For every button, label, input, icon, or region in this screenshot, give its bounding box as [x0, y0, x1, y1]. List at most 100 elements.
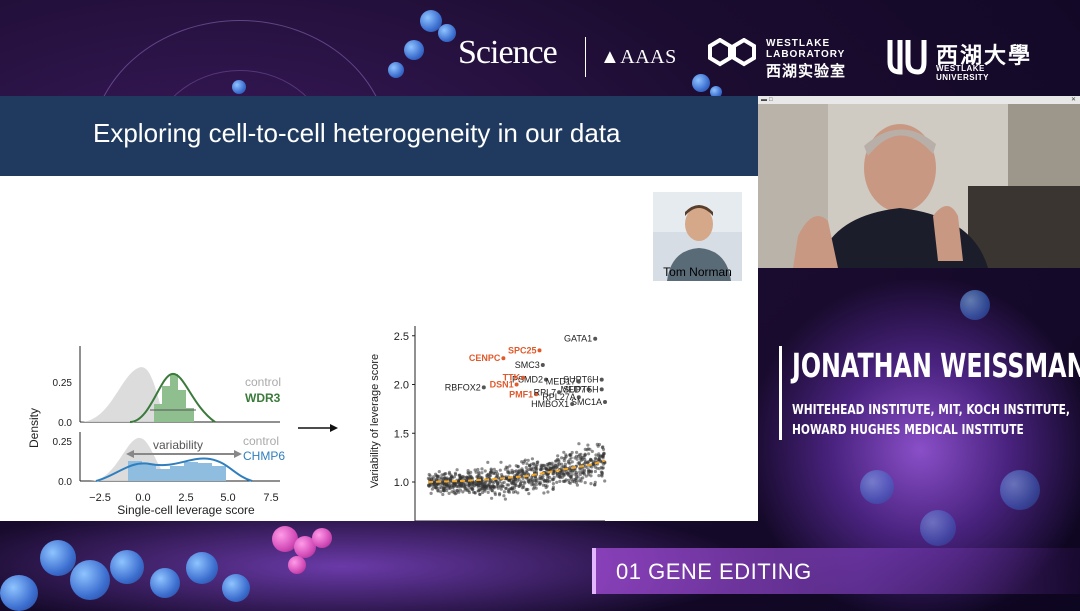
scatter-point — [551, 466, 555, 470]
minimize-icon[interactable]: ▬ — [761, 97, 767, 103]
scatter-point — [480, 476, 484, 480]
scatter-points — [426, 442, 607, 501]
scatter-point — [430, 487, 434, 491]
labeled-point — [557, 390, 562, 395]
scatter-point — [447, 486, 451, 490]
scatter-point — [583, 452, 587, 456]
scatter-point — [600, 466, 605, 470]
density-plot-bottom: variability 0.25 0.0 control CHMP6 −2.5 … — [27, 408, 285, 517]
scatter-point — [600, 473, 604, 477]
scatter-point — [535, 478, 539, 482]
scatter-point — [575, 450, 579, 454]
scatter-point — [516, 464, 520, 468]
speaker-video-feed — [758, 104, 1080, 268]
scatter-point — [496, 484, 500, 488]
scatter-point — [542, 479, 547, 483]
point-label: CENPC — [469, 353, 501, 363]
scatter-point — [516, 491, 520, 495]
westlake-laboratory-logo: WESTLAKE LABORATORY 西湖实验室 — [706, 36, 856, 80]
scatter-point — [449, 473, 453, 477]
scatter-point — [544, 467, 548, 471]
scatter-point — [555, 472, 559, 476]
scatter-point — [476, 467, 480, 472]
scatter-point — [520, 480, 524, 484]
scatter-point — [537, 477, 541, 481]
scatter-point — [480, 471, 484, 475]
scatter-point — [492, 471, 496, 475]
scatter-point — [441, 485, 445, 489]
top-legend-gene: WDR3 — [245, 391, 281, 405]
close-icon[interactable]: ✕ — [1071, 97, 1077, 103]
top-y-tick-1: 0.25 — [53, 378, 73, 389]
scatter-point — [528, 464, 532, 468]
scatter-point — [557, 462, 562, 466]
top-y-tick-0: 0.0 — [58, 418, 72, 429]
scatter-point — [594, 453, 598, 457]
scatter-point — [583, 481, 587, 485]
variability-label: variability — [153, 438, 203, 452]
scatter-point — [518, 468, 522, 472]
scatter-point — [597, 458, 601, 462]
scatter-point — [524, 476, 529, 480]
scatter-point — [458, 475, 463, 479]
scatter-point — [541, 483, 546, 487]
point-label: SMC1A — [571, 397, 602, 407]
scatter-point — [589, 482, 593, 486]
scatter-point — [492, 467, 496, 471]
scatter-point — [562, 456, 566, 460]
scatter-point — [513, 478, 518, 482]
scatter-point — [437, 470, 441, 474]
scatter-point — [521, 461, 525, 465]
scatter-point — [532, 462, 536, 467]
scatter-point — [568, 468, 572, 472]
scatter-point — [601, 453, 605, 457]
scatter-point — [464, 487, 468, 491]
westlake-university-logo: 西湖大學 WESTLAKE UNIVERSITY — [886, 36, 1036, 82]
scatter-point — [466, 476, 470, 480]
speaker-name: JONATHAN WEISSMAN — [792, 346, 1080, 385]
scatter-point — [577, 453, 582, 457]
scatter-point — [469, 470, 473, 474]
scatter-point — [520, 486, 525, 490]
scatter-point — [486, 483, 490, 487]
logo-divider — [585, 37, 586, 77]
scatter-point — [530, 457, 535, 461]
scatter-point — [524, 465, 528, 470]
scatter-point — [473, 468, 477, 472]
scatter-point — [546, 474, 550, 478]
speaker-affiliation-line1: WHITEHEAD INSTITUTE, MIT, KOCH INSTITUTE… — [792, 403, 1070, 418]
scatter-point — [498, 468, 502, 472]
scatter-point — [510, 468, 514, 472]
labeled-point — [593, 336, 598, 341]
scatter-point — [543, 464, 547, 468]
scatter-point — [497, 493, 502, 497]
scatter-point — [492, 485, 496, 489]
maximize-icon[interactable]: □ — [769, 97, 773, 103]
scatter-point — [596, 444, 600, 448]
scatter-point — [483, 484, 487, 488]
scatter-point — [603, 479, 607, 483]
scatter-point — [502, 490, 506, 494]
point-label: DSN1 — [490, 380, 514, 390]
scatter-point — [442, 489, 446, 493]
scatter-point — [577, 479, 581, 483]
science-logo: Science — [458, 34, 558, 71]
scatter-point — [593, 469, 598, 474]
scatter-point — [556, 454, 560, 458]
scatter-point — [502, 494, 506, 498]
scatter-point — [429, 491, 433, 495]
person-photo-icon — [653, 192, 742, 281]
scatter-point — [432, 475, 436, 479]
scatter-point — [476, 483, 480, 487]
scatter-point — [454, 472, 458, 477]
scatter-point — [567, 478, 571, 482]
scatter-point — [436, 489, 440, 493]
scatter-point — [505, 483, 509, 487]
labeled-point — [576, 379, 581, 384]
scatter-point — [488, 470, 493, 474]
arrow-icon — [298, 424, 338, 432]
scatter-point — [507, 490, 511, 494]
scatter-point — [510, 482, 514, 486]
scatter-point — [502, 480, 506, 484]
